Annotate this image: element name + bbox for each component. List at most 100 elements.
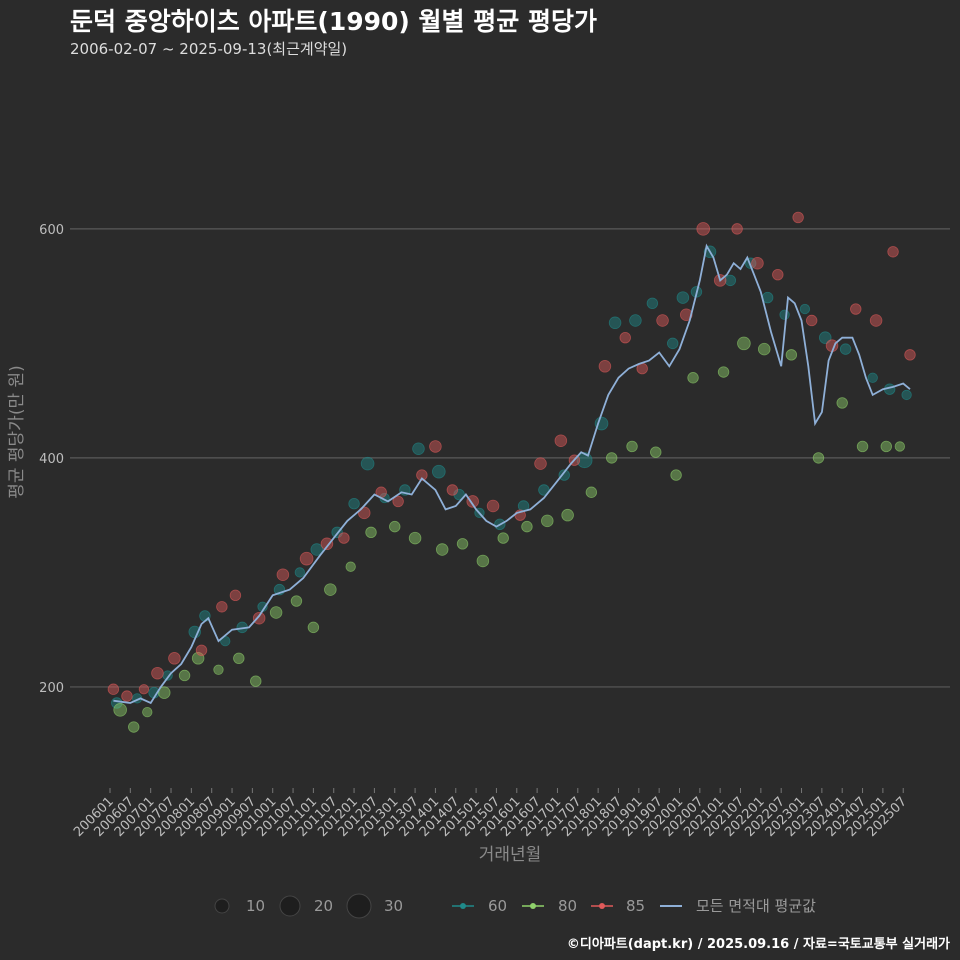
data-point-85: [486, 499, 500, 513]
data-point-60: [348, 498, 360, 510]
data-point-80: [561, 508, 574, 522]
data-point-85: [320, 537, 334, 551]
data-point-80: [128, 721, 140, 733]
data-point-60: [799, 303, 811, 315]
x-tick-labels: 2006012006072007012007072008012008072009…: [71, 788, 910, 840]
data-point-60: [779, 309, 790, 320]
data-point-60: [310, 543, 324, 556]
data-point-85: [731, 223, 743, 235]
data-point-80: [345, 561, 356, 572]
data-point-85: [446, 484, 459, 496]
legend-size-20-marker: [279, 895, 301, 917]
data-point-80: [178, 669, 191, 682]
y-tick-label: 400: [39, 452, 64, 467]
legend-area-80-marker: [530, 903, 536, 909]
data-point-80: [737, 336, 751, 351]
data-point-60: [819, 331, 832, 344]
data-point-85: [680, 308, 693, 322]
legend-area-80-label: 80: [558, 897, 577, 915]
data-point-60: [629, 314, 642, 327]
data-point-80: [157, 686, 171, 699]
legend-area-85-marker: [599, 903, 605, 909]
average-line: [113, 243, 911, 705]
data-point-80: [435, 543, 449, 556]
data-point-85: [904, 349, 916, 361]
data-point-80: [605, 452, 618, 464]
data-point-80: [365, 526, 377, 539]
data-point-80: [757, 342, 771, 356]
data-point-85: [252, 611, 266, 625]
x-axis-title: 거래년월: [479, 845, 542, 865]
data-point-80: [250, 675, 262, 687]
data-point-80: [785, 349, 798, 361]
data-point-80: [626, 440, 638, 453]
data-point-80: [497, 532, 509, 544]
data-point-80: [476, 554, 490, 568]
grid-lines: [70, 228, 950, 688]
data-point-85: [696, 222, 711, 236]
data-point-85: [299, 551, 314, 566]
data-point-80: [585, 486, 598, 498]
scatter-chart: 200 400 600 200601200607200701200707200801…: [7, 211, 950, 919]
data-point-85: [107, 683, 120, 695]
data-point-85: [429, 440, 442, 453]
y-tick-label: 200: [39, 681, 64, 696]
data-point-85: [121, 690, 133, 702]
data-point-85: [869, 314, 883, 327]
data-point-85: [598, 360, 612, 373]
data-point-85: [392, 495, 404, 508]
data-point-85: [276, 568, 290, 581]
data-point-60: [432, 464, 446, 479]
data-point-60: [558, 469, 570, 481]
legend-area-85-label: 85: [626, 897, 645, 915]
legend-area-60-label: 60: [488, 897, 507, 915]
data-point-80: [717, 366, 730, 378]
data-point-80: [142, 706, 153, 718]
legend-size-20-label: 20: [314, 897, 333, 915]
legend-size-10-marker: [214, 898, 230, 914]
data-point-80: [812, 452, 825, 464]
data-point-60: [412, 442, 425, 455]
data-point-80: [687, 372, 699, 384]
data-point-85: [554, 434, 568, 447]
data-point-60: [360, 456, 375, 471]
y-tick-label: 600: [39, 223, 64, 238]
data-point-85: [619, 331, 631, 344]
data-point-85: [805, 314, 818, 327]
y-axis-title: 평균 평당가(만 원): [7, 365, 27, 499]
data-point-85: [416, 469, 428, 481]
y-tick-labels: 200 400 600: [39, 223, 64, 696]
legend: 10 20 30 60 80 85 모든 면적대 평균값: [214, 893, 816, 919]
data-point-60: [608, 316, 622, 330]
data-point-85: [168, 652, 181, 665]
data-point-80: [521, 520, 533, 533]
source-caption: ©디아파트(dapt.kr) / 2025.09.16 / 자료=국토교통부 실…: [566, 937, 950, 952]
data-point-85: [466, 495, 479, 508]
legend-average-label: 모든 면적대 평균값: [696, 897, 816, 915]
data-point-80: [880, 440, 892, 453]
data-point-85: [772, 268, 784, 281]
data-point-60: [867, 372, 878, 383]
data-point-80: [233, 652, 245, 665]
legend-size-30-marker: [346, 893, 372, 919]
legend-size-10-label: 10: [246, 897, 265, 915]
data-point-80: [894, 441, 905, 452]
legend-area-60-marker: [460, 903, 466, 909]
data-point-85: [534, 457, 547, 470]
chart-title: 둔덕 중앙하이츠 아파트(1990) 월별 평균 평당가: [70, 7, 597, 36]
data-point-80: [670, 469, 682, 481]
data-point-80: [650, 446, 662, 458]
data-point-85: [338, 532, 350, 544]
data-point-85: [151, 666, 164, 680]
data-point-80: [836, 397, 848, 409]
data-points: [107, 211, 916, 733]
data-point-60: [646, 297, 659, 310]
data-point-60: [667, 337, 679, 350]
data-point-85: [751, 256, 764, 270]
data-point-80: [113, 703, 127, 717]
data-point-85: [216, 601, 228, 613]
data-point-80: [213, 664, 224, 675]
data-point-60: [294, 567, 305, 578]
data-point-85: [656, 314, 669, 327]
data-point-85: [792, 211, 804, 224]
